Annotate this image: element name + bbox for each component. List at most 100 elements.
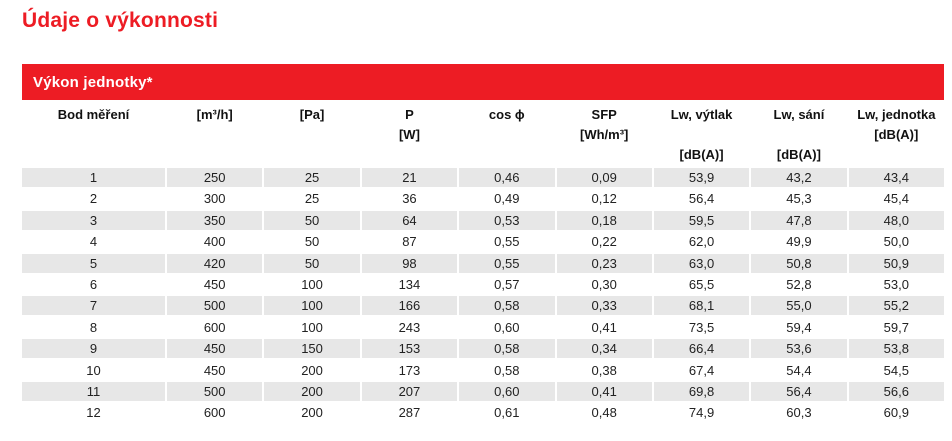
- table-cell-bod-mereni: 4: [89, 234, 98, 250]
- table-cell-cos-phi: 0,60: [459, 381, 555, 401]
- table-cell-lw-jednotka: 53,0: [883, 276, 909, 292]
- table-row: 7 500 100 166 0,58 0,33 68,1 55,0 55,2: [22, 296, 944, 316]
- table-cell-prutok: 500: [167, 381, 263, 401]
- column-header-line: SFP: [591, 107, 617, 122]
- table-cell-sfp: 0,41: [591, 319, 617, 335]
- table-cell-lw-jednotka: 55,2: [848, 296, 944, 316]
- table-cell-prikon: 243: [398, 319, 421, 335]
- column-header-bod-mereni: Bod měření: [22, 105, 165, 165]
- table-cell-sfp: 0,41: [556, 381, 652, 401]
- table-cell-prikon: 166: [361, 296, 458, 316]
- table-cell-bod-mereni: 2: [89, 191, 98, 207]
- table-row: 6 450 100 134 0,57 0,30 65,5 52,8 53,0: [22, 275, 944, 294]
- column-header-line: [dB(A)]: [776, 147, 821, 162]
- table-cell-lw-vytlak: 66,4: [653, 339, 750, 359]
- table-cell-prutok: 600: [203, 319, 226, 335]
- table-cell-tlak: 150: [264, 339, 360, 359]
- table-cell-sfp: 0,18: [556, 210, 652, 230]
- column-header-line: [Pa]: [299, 107, 325, 122]
- table-cell-prikon: 207: [361, 381, 458, 401]
- table-cell-lw-vytlak: 59,5: [653, 210, 750, 230]
- table-cell-bod-mereni: 8: [89, 319, 98, 335]
- table-cell-lw-sani: 45,3: [786, 191, 812, 207]
- table-cell-lw-jednotka: 53,8: [848, 339, 944, 359]
- table-cell-bod-mereni: 6: [89, 276, 98, 292]
- column-header-line: [264, 145, 359, 165]
- table-cell-lw-sani: 49,9: [786, 234, 812, 250]
- column-header-prikon: P [W]: [362, 105, 457, 165]
- table-row: 2 300 25 36 0,49 0,12 56,4 45,3 45,4: [22, 189, 944, 208]
- table-cell-tlak: 100: [301, 319, 323, 335]
- table-cell-prutok: 420: [167, 253, 263, 273]
- table-cell-cos-phi: 0,58: [459, 339, 555, 359]
- column-header-line: [167, 125, 262, 145]
- table-row: 8 600 100 243 0,60 0,41 73,5 59,4 59,7: [22, 318, 944, 337]
- table-cell-prikon: 134: [398, 276, 421, 292]
- column-header-lw-sani: Lw, sání [dB(A)]: [751, 105, 846, 165]
- table-cell-cos-phi: 0,46: [459, 168, 555, 187]
- table-cell-sfp: 0,48: [591, 405, 617, 421]
- table-cell-tlak: 200: [264, 381, 360, 401]
- table-cell-lw-sani: 60,3: [786, 405, 812, 421]
- table-cell-bod-mereni: 12: [86, 405, 101, 421]
- column-header-line: [m³/h]: [196, 107, 233, 122]
- table-cell-lw-jednotka: 43,4: [848, 168, 944, 187]
- table-cell-cos-phi: 0,57: [494, 276, 520, 292]
- table-cell-prikon: 287: [398, 405, 421, 421]
- table-cell-tlak: 25: [264, 168, 360, 187]
- column-header-line: [557, 145, 652, 165]
- table-cell-lw-jednotka: 54,5: [883, 362, 909, 378]
- table-cell-lw-vytlak: 62,0: [688, 234, 715, 250]
- table-cell-tlak: 50: [304, 234, 320, 250]
- table-cell-lw-jednotka: 50,9: [848, 253, 944, 273]
- column-header-line: Lw, sání: [773, 107, 825, 122]
- table-cell-tlak: 200: [301, 362, 323, 378]
- table-cell-lw-jednotka: 48,0: [848, 210, 944, 230]
- column-header-line: [849, 145, 944, 165]
- table-cell-cos-phi: 0,53: [459, 210, 555, 230]
- column-header-cos-phi: cos ϕ: [459, 105, 554, 165]
- table-cell-lw-sani: 59,4: [786, 319, 812, 335]
- column-header-line: cos ϕ: [488, 107, 525, 122]
- table-cell-prikon: 36: [402, 191, 417, 207]
- table-row: 9 450 150 153 0,58 0,34 66,4 53,6 53,8: [22, 339, 944, 359]
- table-cell-cos-phi: 0,58: [459, 296, 555, 316]
- column-header-line: [167, 145, 262, 165]
- table-row: 10 450 200 173 0,58 0,38 67,4 54,4 54,5: [22, 361, 944, 380]
- column-header-line: [Wh/m³]: [580, 127, 629, 142]
- table-cell-bod-mereni: 5: [22, 253, 165, 273]
- table-cell-lw-vytlak: 63,0: [653, 253, 750, 273]
- section-title: Výkon jednotky*: [33, 73, 153, 91]
- table-cell-prutok: 600: [203, 405, 226, 421]
- column-header-line: [22, 125, 165, 145]
- table-cell-cos-phi: 0,58: [494, 362, 520, 378]
- table-cell-bod-mereni: 11: [22, 381, 165, 401]
- column-header-prutok: [m³/h]: [167, 105, 262, 165]
- table-cell-lw-sani: 43,2: [751, 168, 847, 187]
- table-cell-lw-jednotka: 50,0: [883, 234, 909, 250]
- table-cell-prutok: 350: [167, 210, 263, 230]
- table-cell-lw-sani: 55,0: [751, 296, 847, 316]
- table-body: 1 250 25 21 0,46 0,09 53,9 43,2 43,4 2 300 25 36 0,49…: [22, 168, 944, 422]
- table-cell-lw-sani: 56,4: [751, 381, 847, 401]
- table-cell-sfp: 0,09: [556, 168, 652, 187]
- column-header-line: [W]: [398, 127, 420, 142]
- column-header-line: [22, 145, 165, 165]
- table-cell-prutok: 450: [203, 362, 226, 378]
- table-cell-lw-sani: 47,8: [751, 210, 847, 230]
- column-header-line: [654, 125, 749, 145]
- table-cell-tlak: 50: [264, 210, 360, 230]
- table-row: 5 420 50 98 0,55 0,23 63,0 50,8 50,9: [22, 253, 944, 273]
- column-header-line: P: [405, 107, 414, 122]
- table-cell-lw-sani: 53,6: [751, 339, 847, 359]
- column-header-lw-jednotka: Lw, jednotka [dB(A)]: [849, 105, 944, 165]
- table-row: 11 500 200 207 0,60 0,41 69,8 56,4 56,6: [22, 381, 944, 401]
- table-cell-sfp: 0,38: [591, 362, 617, 378]
- performance-table: Bod měření [m³/h] [Pa] P [W] cos ϕ SFP [Wh/m³] L…: [22, 100, 944, 425]
- table-cell-bod-mereni: 1: [22, 168, 165, 187]
- table-row: 12 600 200 287 0,61 0,48 74,9 60,3 60,9: [22, 403, 944, 422]
- table-row: 4 400 50 87 0,55 0,22 62,0 49,9 50,0: [22, 232, 944, 251]
- table-cell-prutok: 400: [203, 234, 226, 250]
- column-header-line: [459, 145, 554, 165]
- table-cell-prikon: 98: [361, 253, 458, 273]
